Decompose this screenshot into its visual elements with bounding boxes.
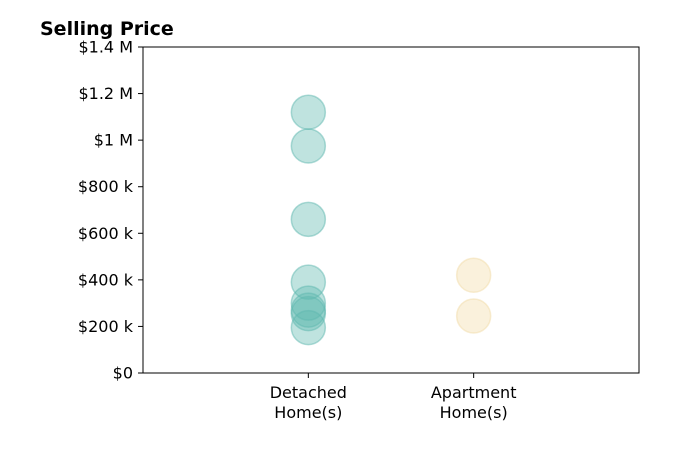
data-point [290,295,327,332]
y-tick-label: $1.2 M [78,84,133,103]
plot-frame [142,46,640,374]
x-tick-label: Apartment Home(s) [431,383,517,422]
y-tick-label: $1 M [94,131,133,150]
x-axis: Detached Home(s) Apartment Home(s) [270,373,517,422]
y-tick-label: $1.4 M [78,38,133,57]
chart-title: Selling Price [40,18,174,40]
data-point [290,201,327,238]
y-tick-label: $400 k [78,270,134,289]
y-tick-label: $600 k [78,224,134,243]
x-tick-label: Detached Home(s) [270,383,347,422]
data-point [290,264,327,300]
data-point [290,309,327,346]
y-tick-label: $800 k [78,177,134,196]
data-point [290,94,327,130]
y-tick-label: $0 [113,364,133,383]
data-point [455,298,492,334]
y-tick-label: $200 k [78,317,134,336]
data-points [290,94,492,346]
data-point [455,257,492,293]
data-point [290,128,327,164]
y-axis: $0 $200 k $400 k $600 k $800 k $1 M $1.2 M $1.4… [78,38,143,383]
